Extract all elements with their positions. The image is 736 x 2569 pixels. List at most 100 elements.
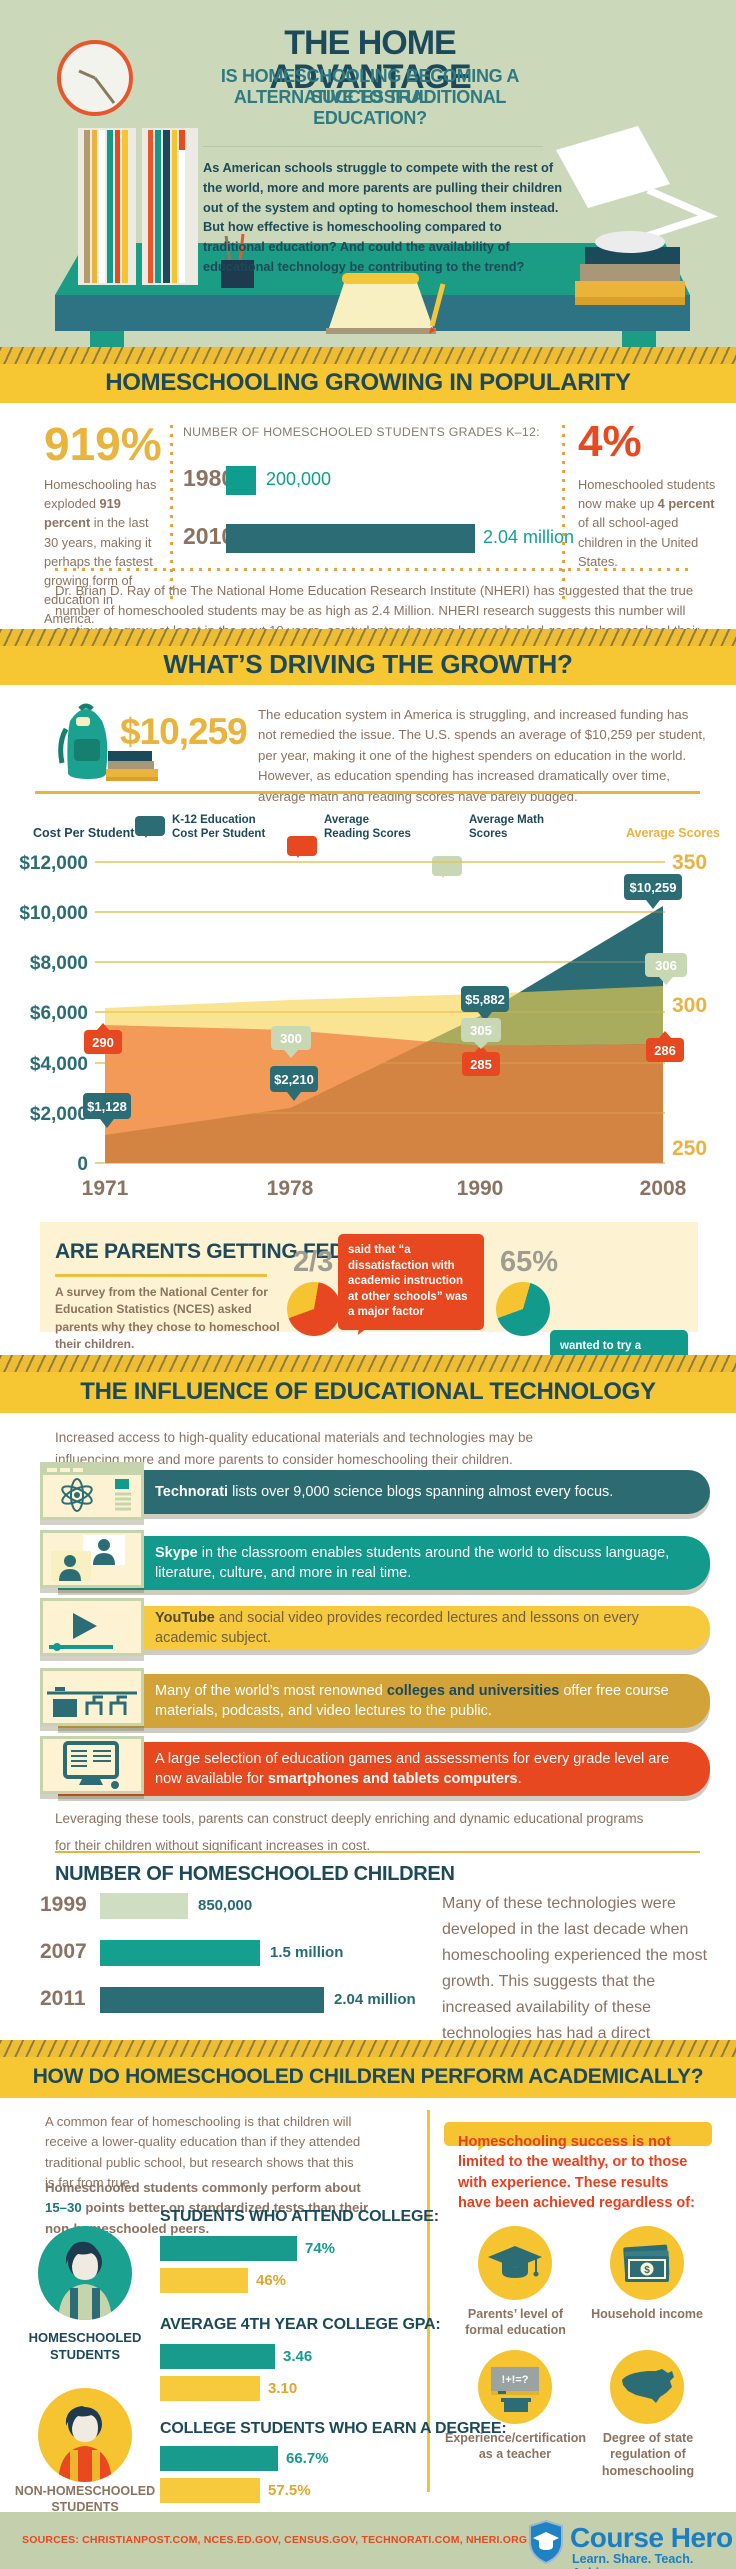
bar-year: 2007 (40, 1940, 87, 1963)
math-label-1990: 305 (461, 1018, 501, 1049)
x-tick: 1990 (457, 1177, 504, 1200)
money-icon: $ (610, 2226, 684, 2300)
intro-paragraph: As American schools struggle to compete … (203, 160, 563, 275)
banner-skype: Skype in the classroom enables students … (58, 1536, 710, 1590)
group3-heading: COLLEGE STUDENTS WHO EARN A DEGREE: (160, 2420, 507, 2437)
banner-post: offer free course materials, podcasts, a… (155, 1682, 669, 1719)
bar-2007 (100, 1940, 260, 1966)
perform-para2: Homeschooled students commonly perform a… (45, 2178, 375, 2239)
graduation-cap-icon (478, 2226, 552, 2300)
group1-heading: STUDENTS WHO ATTEND COLLEGE: (160, 2208, 439, 2225)
growth-divider (35, 791, 700, 794)
header-divider (203, 146, 543, 147)
group1-bar-homeschooled (160, 2236, 297, 2261)
tech-section: Increased access to high-quality educati… (0, 1413, 736, 2093)
group2-heading: AVERAGE 4TH YEAR COLLEGE GPA: (160, 2316, 441, 2333)
legend-cost-icon (135, 816, 165, 838)
group2-value-non: 3.10 (268, 2380, 298, 2397)
bar-row-2011: 2011 2.04 million (40, 1987, 420, 2013)
homeschooled-label: HOMESCHOOLED STUDENTS (28, 2330, 142, 2362)
fedup-heading: ARE PARENTS GETTING FED UP? (55, 1240, 391, 1263)
k12-chart-label: NUMBER OF HOMESCHOOLED STUDENTS GRADES K… (183, 425, 540, 439)
y-tick: $2,000 (30, 1104, 88, 1125)
caption-post: in the last 30 years, making it perhaps … (44, 515, 153, 627)
svg-text:290: 290 (92, 1035, 114, 1050)
para2-pre: Homeschooled students commonly perform a… (45, 2180, 361, 2195)
dotted-separator (170, 425, 173, 605)
bar-year: 1980 (183, 465, 235, 491)
notepad-icon (326, 273, 436, 334)
perform-para1: A common fear of homeschooling is that c… (45, 2114, 361, 2191)
y-tick: $10,000 (19, 903, 88, 924)
fedup-bubble-1: said that “a dissatisfaction with academ… (338, 1234, 484, 1330)
reading-label-1971: 290 (84, 1023, 122, 1054)
bar-year: 2011 (40, 1987, 86, 2010)
y-tick: $6,000 (30, 1003, 88, 1024)
non-homeschooled-label: NON-HOMESCHOOLED STUDENTS (14, 2484, 156, 2514)
bar-row-2007: 2007 1.5 million (40, 1940, 420, 1966)
stat-4pct: 4% (578, 417, 642, 466)
legend-reading-label: Average Reading Scores (324, 814, 411, 841)
banner-post: . (517, 1771, 522, 1787)
factor-label-experience: Experience/certification as a teacher (445, 2431, 587, 2462)
tech-intro: Increased access to high-quality educati… (55, 1430, 534, 1467)
legend-reading-icon (287, 836, 317, 858)
cost-vs-scores-chart: $12,000 $10,000 $8,000 $6,000 $4,000 $2,… (19, 851, 707, 1200)
band-stripes (0, 1355, 736, 1372)
section-band-perform: HOW DO HOMESCHOOLED CHILDREN PERFORM ACA… (0, 2040, 736, 2098)
reading-area (105, 1025, 663, 1163)
books-icon (78, 128, 136, 285)
svg-text:286: 286 (654, 1043, 676, 1058)
cost-label-1971: $1,128 (83, 1093, 131, 1128)
play-video-icon (40, 1598, 144, 1656)
footer: SOURCES: CHRISTIANPOST.COM, NCES.ED.GOV,… (0, 2512, 736, 2569)
x-tick: 1971 (82, 1177, 129, 1200)
bar-value: 2.04 million (334, 1991, 416, 2008)
axis-right-label: Average Scores (625, 826, 720, 840)
band-stripes (0, 629, 736, 646)
legend-math-label: Average Math Scores (469, 814, 544, 841)
svg-text:$: $ (644, 2265, 650, 2276)
stat-919-caption: Homeschooling has exploded 919 percent i… (44, 475, 166, 629)
caption-bold: 4 percent (657, 496, 715, 512)
children-bar-chart: 1999 850,000 2007 1.5 million 2011 2.04 … (40, 1891, 420, 2031)
reading-label-1990: 285 (462, 1045, 500, 1076)
growth-section: $10,259 The education system in America … (0, 685, 736, 1222)
k12-bar-chart: NUMBER OF HOMESCHOOLED STUDENTS GRADES K… (183, 425, 574, 605)
us-map-icon (610, 2350, 684, 2424)
desk-lamp-icon (556, 126, 718, 253)
bar-value: 200,000 (266, 469, 332, 489)
fedup-underline (55, 1274, 267, 1277)
coursehero-brand: Course Hero (570, 2522, 733, 2553)
dotted-divider (55, 568, 691, 571)
x-tick: 2008 (640, 1177, 687, 1200)
group2-value-homeschooled: 3.46 (283, 2348, 313, 2365)
gridlines-overlay (95, 911, 665, 1114)
book-stack-icon (575, 247, 685, 305)
pie-nontraditional (496, 1282, 550, 1336)
factor-label-income: Household income (591, 2307, 703, 2321)
bar-2011 (100, 1987, 324, 2013)
svg-text:$2,210: $2,210 (274, 1072, 314, 1087)
banner-youtube: YouTube and social video provides record… (58, 1606, 710, 1650)
factor-label-education: Parents’ level of formal education (465, 2307, 566, 2338)
fedup-panel: ARE PARENTS GETTING FED UP? A survey fro… (40, 1222, 698, 1410)
page-title: THE HOME ADVANTAGE (269, 24, 471, 96)
clock-icon (57, 40, 133, 116)
caption-bold: 919 percent (44, 496, 121, 531)
math-label-1978: 300 (271, 1026, 311, 1058)
para2-bold: 15–30 (45, 2200, 82, 2216)
section-title: HOW DO HOMESCHOOLED CHILDREN PERFORM ACA… (32, 2065, 704, 2088)
axis-left-label: Cost Per Student (33, 826, 135, 840)
chalkboard-icon: !+!=? (478, 2350, 552, 2424)
bar-value: 1.5 million (270, 1944, 344, 1961)
banner-post: lists over 9,000 science blogs spanning … (228, 1483, 614, 1500)
bar-value: 2.04 million (483, 527, 575, 547)
books-icon (142, 128, 198, 285)
coursehero-tagline: Learn. Share. Teach. Achieve. (572, 2552, 694, 2569)
computer-icon (40, 1736, 144, 1794)
banner-games: A large selection of education games and… (58, 1742, 710, 1796)
group1-bar-non (160, 2268, 248, 2293)
success-bubble (444, 2122, 712, 2146)
